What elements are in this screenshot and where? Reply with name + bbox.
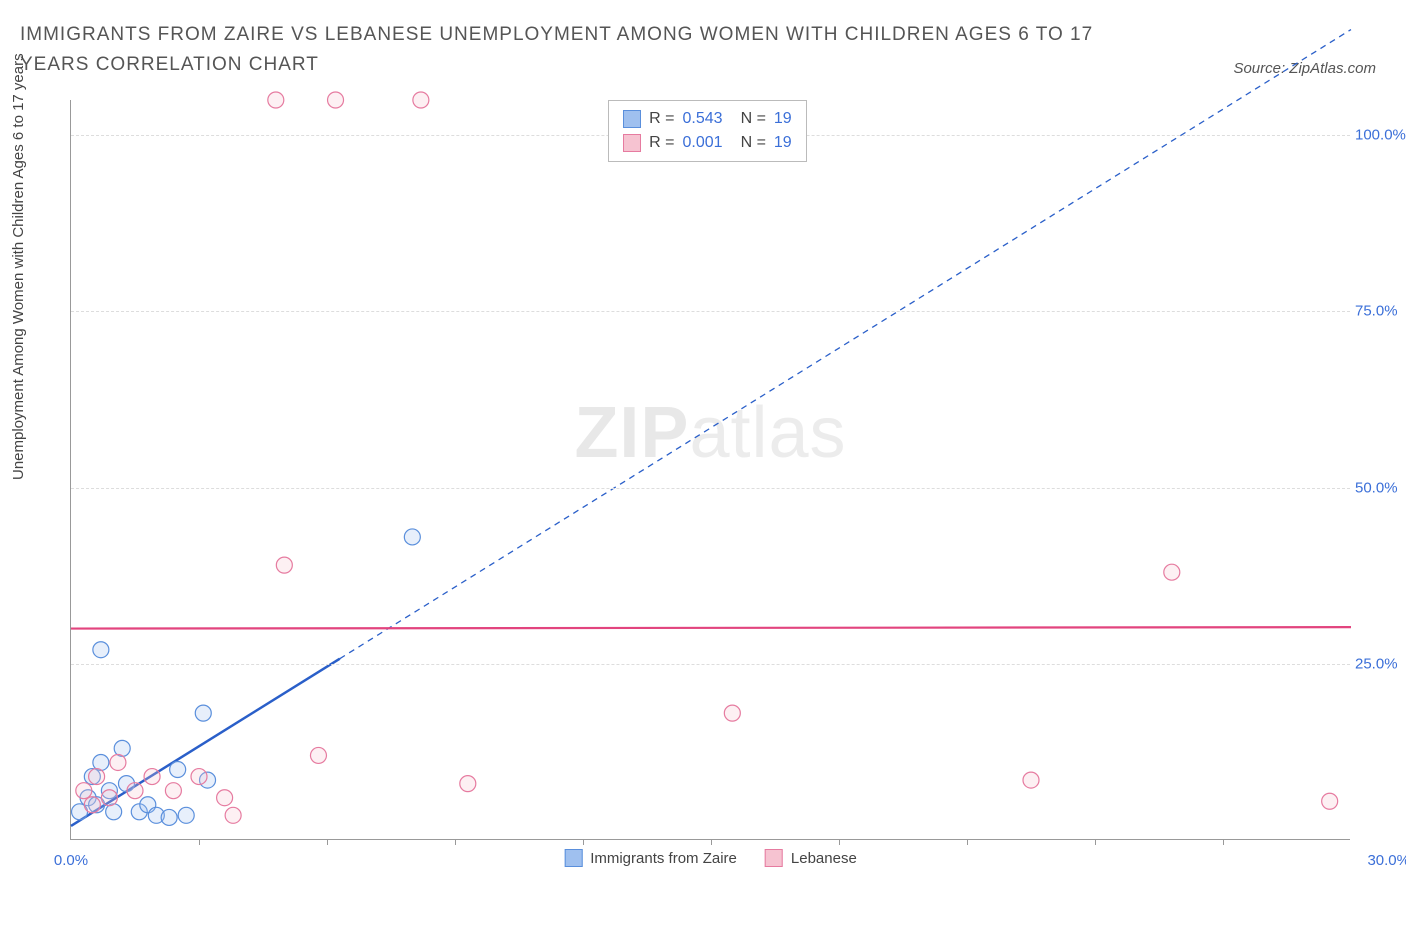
legend-swatch [623, 134, 641, 152]
x-tick [839, 839, 840, 845]
series-legend-label: Lebanese [791, 850, 857, 867]
series-legend: Immigrants from Zaire Lebanese [564, 849, 857, 867]
x-tick [967, 839, 968, 845]
x-tick [199, 839, 200, 845]
legend-row: R = 0.001 N = 19 [623, 131, 792, 155]
gridline [71, 311, 1350, 312]
y-axis-label: Unemployment Among Women with Children A… [10, 53, 27, 480]
plot-area: ZIPatlas 25.0%50.0%75.0%100.0% 0.0%30.0%… [70, 100, 1350, 840]
plot-svg [71, 100, 1350, 839]
legend-row: R = 0.543 N = 19 [623, 107, 792, 131]
x-tick [455, 839, 456, 845]
x-tick [327, 839, 328, 845]
legend-r-value: 0.001 [683, 131, 723, 155]
x-tick-label: 30.0% [1367, 852, 1406, 869]
series-legend-item: Immigrants from Zaire [564, 849, 737, 867]
legend-n-label: N = [741, 131, 766, 155]
y-tick-label: 50.0% [1355, 479, 1406, 496]
y-tick-label: 25.0% [1355, 655, 1406, 672]
legend-swatch [623, 110, 641, 128]
x-tick [711, 839, 712, 845]
legend-n-label: N = [741, 107, 766, 131]
source-credit: Source: ZipAtlas.com [1233, 60, 1376, 77]
y-tick-label: 75.0% [1355, 303, 1406, 320]
y-tick-label: 100.0% [1355, 127, 1406, 144]
legend-n-value: 19 [774, 131, 792, 155]
legend-swatch [765, 849, 783, 867]
gridline [71, 488, 1350, 489]
legend-swatch [564, 849, 582, 867]
legend-r-label: R = [649, 131, 674, 155]
legend-r-label: R = [649, 107, 674, 131]
series-legend-label: Immigrants from Zaire [590, 850, 737, 867]
gridline [71, 664, 1350, 665]
chart-container: Unemployment Among Women with Children A… [20, 90, 1386, 910]
correlation-legend: R = 0.543 N = 19 R = 0.001 N = 19 [608, 100, 807, 162]
page-title: IMMIGRANTS FROM ZAIRE VS LEBANESE UNEMPL… [20, 20, 1140, 81]
legend-n-value: 19 [774, 107, 792, 131]
x-tick [1223, 839, 1224, 845]
x-tick [583, 839, 584, 845]
x-tick [1095, 839, 1096, 845]
series-legend-item: Lebanese [765, 849, 857, 867]
x-tick-label: 0.0% [54, 852, 88, 869]
legend-r-value: 0.543 [683, 107, 723, 131]
